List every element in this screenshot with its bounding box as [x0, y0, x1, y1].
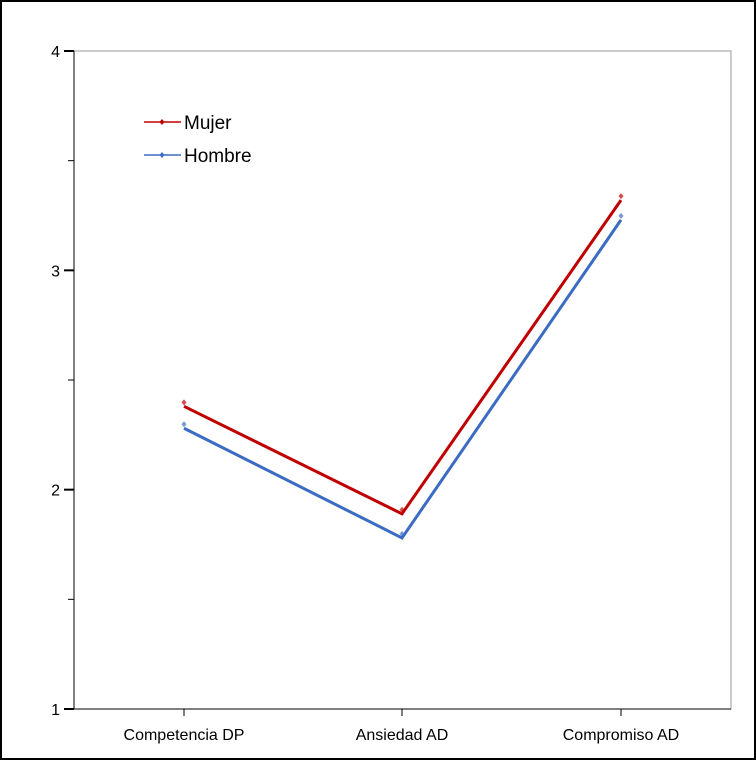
x-axis-ticks: Competencia DP Ansiedad AD Compromiso AD	[124, 709, 679, 744]
legend-marker	[159, 152, 165, 158]
legend: Mujer Hombre	[144, 113, 252, 167]
y-axis-ticks: 1 2 3 4	[51, 44, 74, 719]
x-tick-label: Compromiso AD	[563, 727, 679, 744]
data-point	[618, 212, 624, 219]
y-tick-label: 1	[51, 702, 60, 719]
plot-area	[73, 50, 732, 710]
data-point	[399, 530, 405, 537]
series-layer	[181, 193, 624, 540]
x-tick-label: Ansiedad AD	[356, 727, 449, 744]
data-point	[181, 421, 187, 428]
series-line-mujer	[183, 199, 623, 516]
data-point	[181, 399, 187, 406]
y-tick-label: 4	[51, 44, 60, 61]
series-line-hombre	[183, 219, 623, 540]
x-tick-label: Competencia DP	[124, 727, 245, 744]
y-tick-label: 2	[51, 483, 60, 500]
y-tick-label: 3	[51, 263, 60, 280]
legend-label: Hombre	[184, 146, 252, 167]
data-point	[399, 506, 405, 513]
data-point	[618, 193, 624, 200]
legend-marker	[159, 119, 165, 125]
legend-label: Mujer	[184, 113, 232, 134]
